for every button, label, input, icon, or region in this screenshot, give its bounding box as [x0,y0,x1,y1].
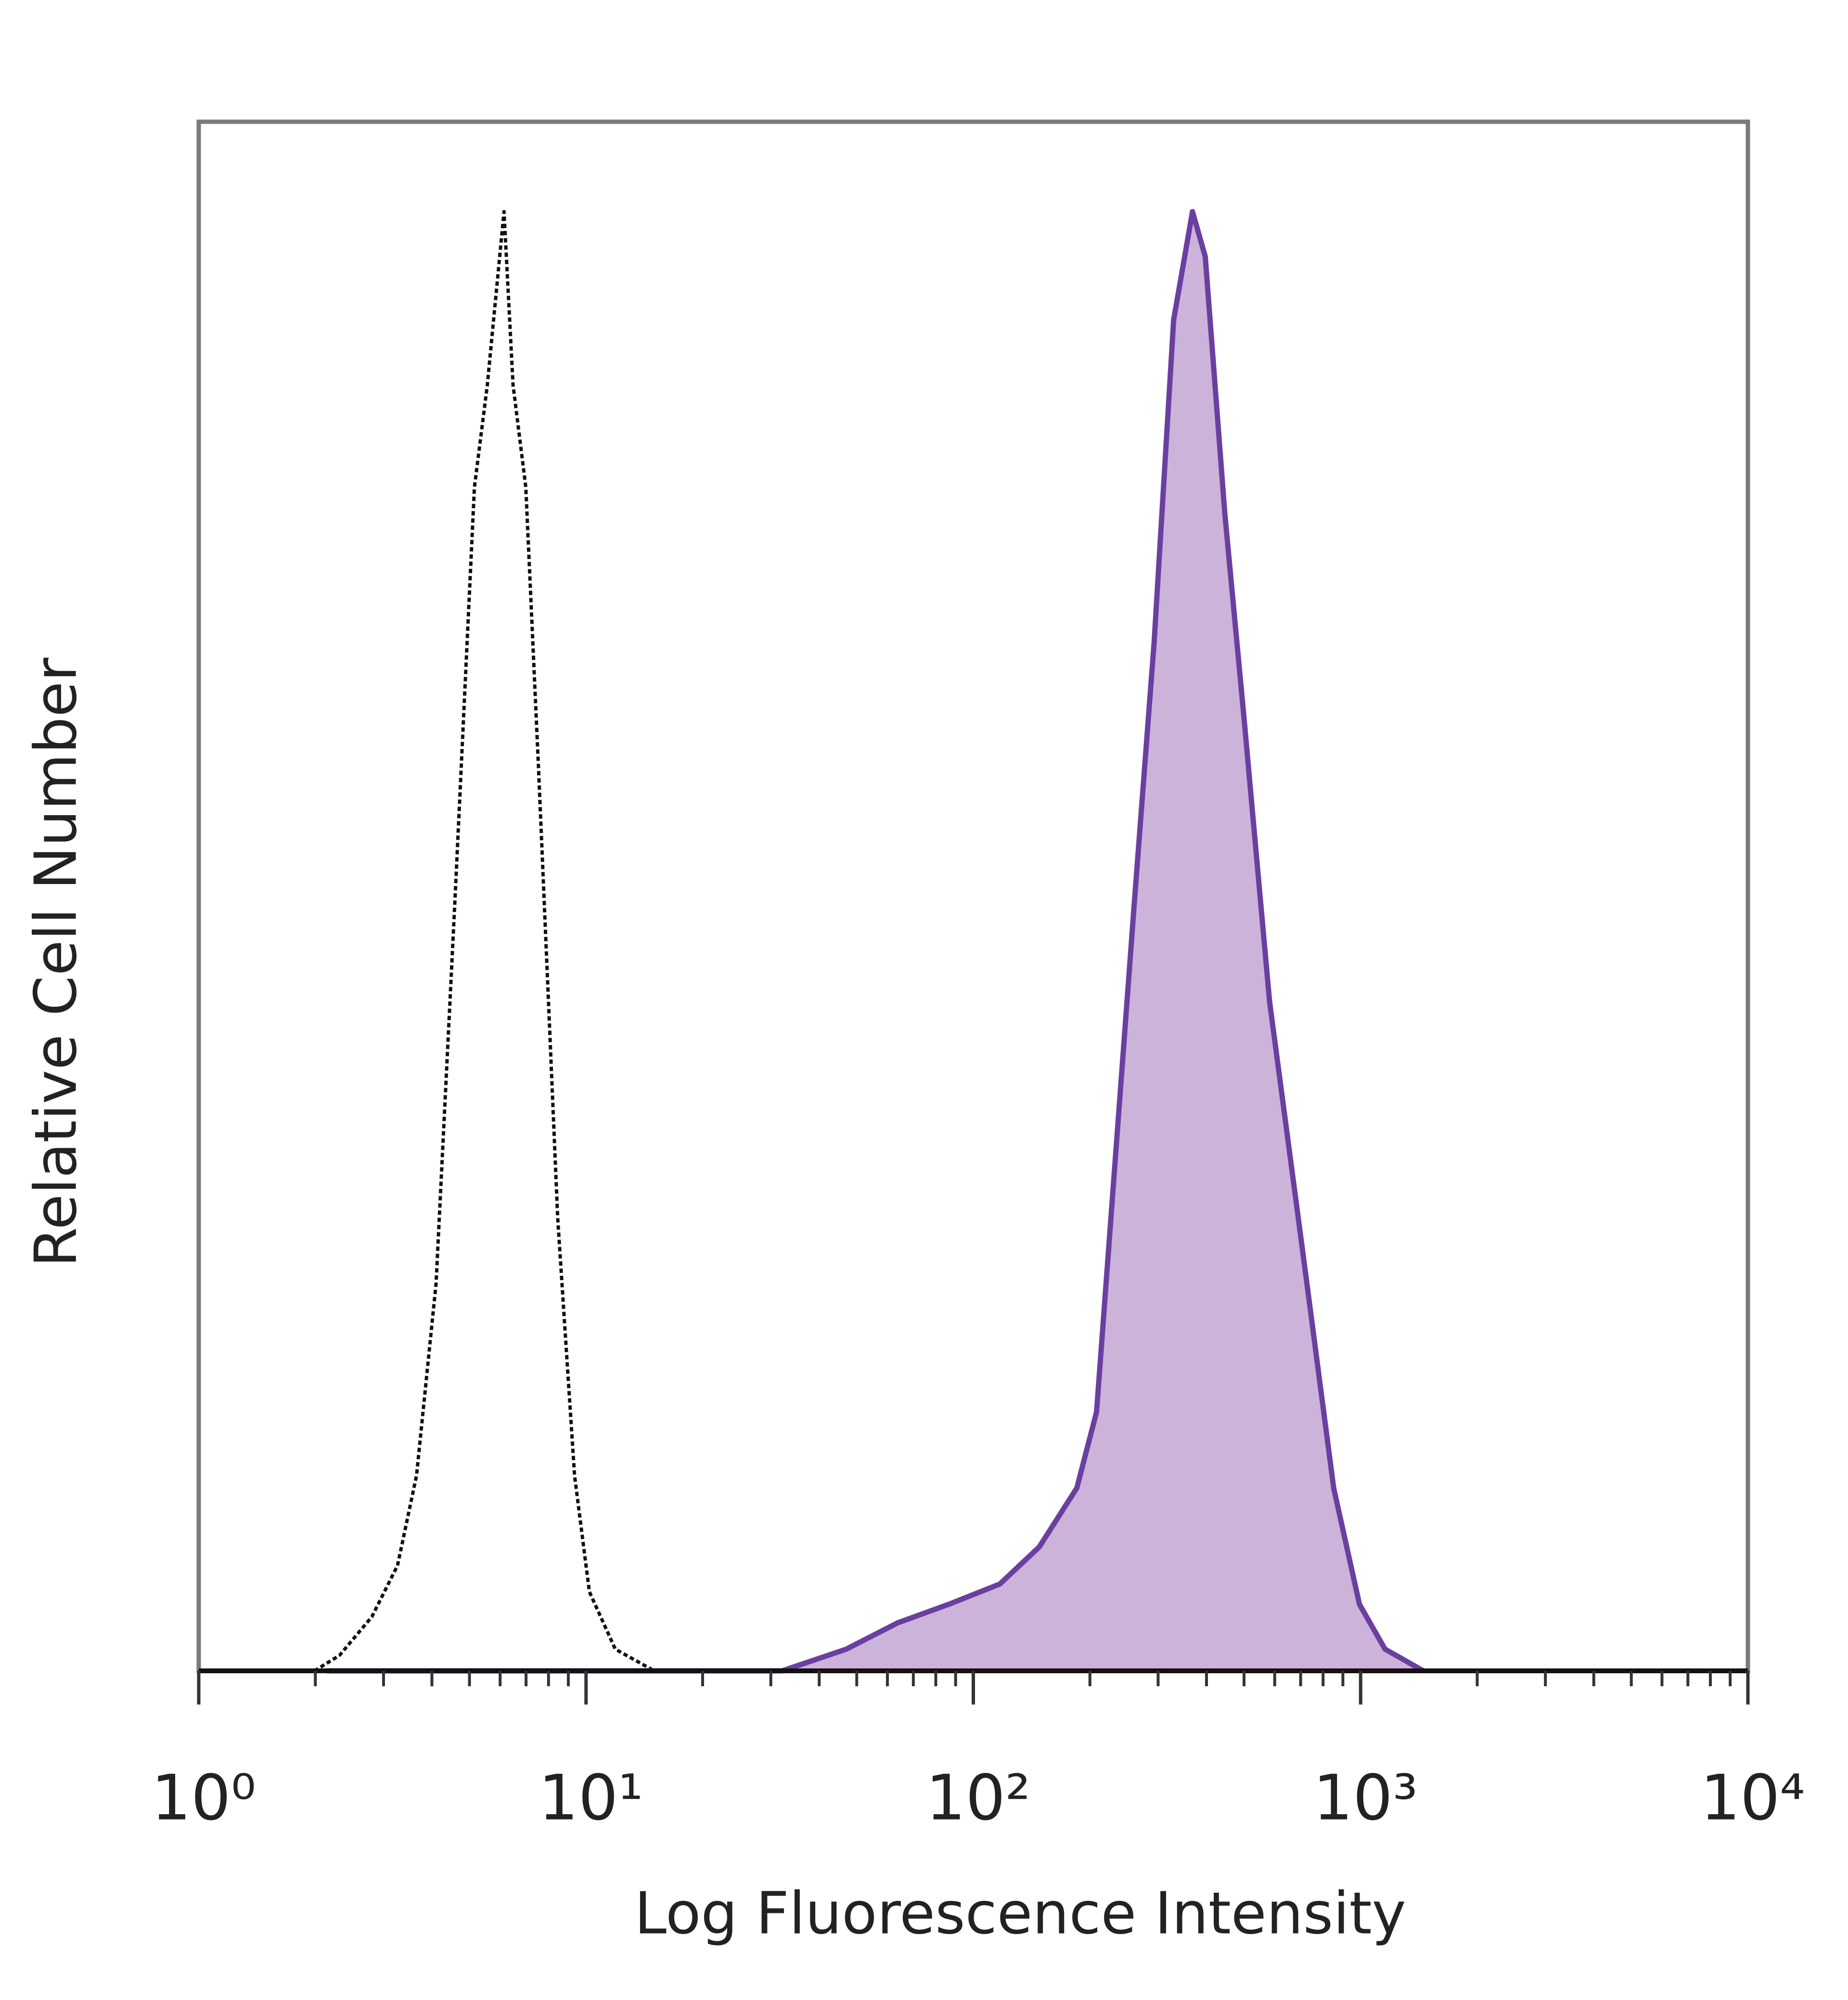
filled-histogram [326,209,1425,1674]
x-tick-label: 10³ [1313,1761,1418,1834]
x-tick-label: 10⁰ [151,1761,256,1834]
y-axis-label: Relative Cell Number [23,657,90,1267]
x-tick-label: 10² [926,1761,1031,1834]
x-tick-label: 10⁴ [1700,1761,1805,1834]
x-axis-label: Log Fluorescence Intensity [634,1881,1406,1948]
x-tick-label: 10¹ [539,1761,643,1834]
outline-histogram [313,210,655,1673]
